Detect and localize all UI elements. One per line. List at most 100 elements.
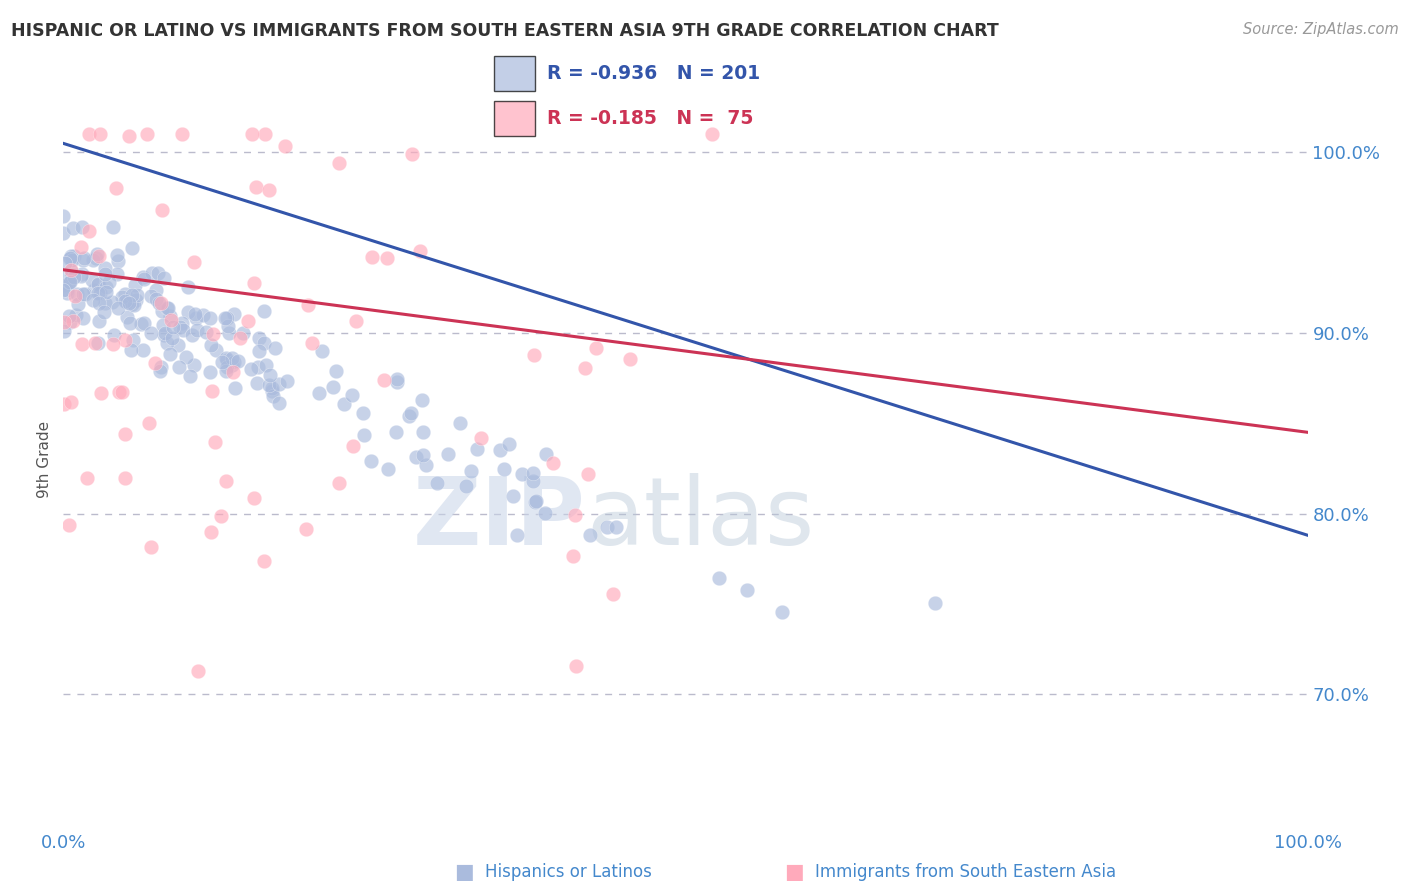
Point: [246, 360, 269, 375]
Point: [53, 256, 76, 270]
Point: [62, 270, 84, 285]
Point: [114, 287, 136, 301]
Point: [534, 506, 557, 520]
Point: [153, 327, 176, 342]
Point: [352, 406, 374, 420]
Point: [170, 128, 193, 142]
Point: [215, 351, 238, 366]
Text: Immigrants from South Eastern Asia: Immigrants from South Eastern Asia: [815, 863, 1116, 881]
Point: [232, 326, 254, 340]
Point: [415, 458, 437, 473]
Point: [209, 508, 232, 523]
Point: [52, 226, 75, 240]
Point: [69, 268, 91, 283]
Point: [141, 266, 163, 280]
Point: [522, 466, 544, 480]
Point: [82, 293, 104, 307]
Point: [58, 275, 80, 289]
Point: [72, 252, 94, 267]
Text: Source: ZipAtlas.com: Source: ZipAtlas.com: [1243, 22, 1399, 37]
Point: [70, 267, 93, 281]
Point: [253, 128, 276, 142]
Point: [596, 520, 619, 534]
Point: [454, 479, 477, 493]
Point: [121, 288, 143, 302]
Point: [121, 241, 143, 255]
Point: [146, 266, 169, 280]
Point: [86, 277, 108, 292]
Point: [127, 288, 149, 302]
Point: [89, 128, 111, 142]
Point: [167, 337, 190, 351]
Point: [141, 289, 163, 303]
Point: [131, 343, 153, 357]
Point: [737, 582, 759, 597]
Point: [177, 280, 200, 294]
Point: [229, 331, 252, 345]
Point: [60, 395, 83, 409]
Point: [160, 313, 183, 327]
Point: [83, 283, 105, 297]
Point: [159, 346, 181, 360]
Point: [172, 316, 194, 330]
Point: [257, 378, 280, 392]
Point: [107, 253, 129, 268]
Point: [156, 335, 179, 350]
Point: [412, 448, 434, 462]
Point: [87, 278, 110, 293]
Point: [361, 250, 384, 264]
Point: [328, 156, 350, 170]
Point: [58, 276, 80, 290]
Point: [375, 251, 398, 265]
Point: [578, 527, 600, 541]
Point: [247, 344, 270, 359]
Point: [401, 406, 423, 420]
Point: [135, 128, 157, 142]
Point: [385, 375, 408, 389]
Point: [195, 325, 218, 339]
Point: [311, 344, 333, 359]
Point: [524, 494, 547, 508]
Point: [150, 203, 173, 218]
Point: [70, 240, 93, 254]
Point: [53, 278, 76, 293]
Point: [215, 359, 238, 374]
Point: [115, 310, 138, 324]
Point: [89, 285, 111, 300]
Point: [707, 571, 730, 585]
Point: [132, 316, 155, 330]
Point: [59, 268, 82, 283]
Point: [149, 359, 172, 374]
Text: HISPANIC OR LATINO VS IMMIGRANTS FROM SOUTH EASTERN ASIA 9TH GRADE CORRELATION C: HISPANIC OR LATINO VS IMMIGRANTS FROM SO…: [11, 22, 1000, 40]
Point: [214, 475, 236, 489]
Point: [221, 358, 243, 372]
Point: [240, 128, 263, 142]
Point: [505, 528, 527, 542]
Point: [602, 587, 624, 601]
Point: [59, 315, 82, 329]
Point: [179, 369, 201, 384]
Point: [510, 467, 533, 481]
Point: [63, 289, 86, 303]
Point: [159, 310, 181, 324]
Point: [139, 540, 162, 554]
Point: [204, 434, 226, 449]
Point: [124, 278, 146, 293]
Point: [470, 432, 492, 446]
Point: [72, 311, 94, 326]
Point: [172, 323, 194, 337]
Point: [269, 377, 291, 392]
Point: [221, 351, 243, 365]
Text: ■: ■: [454, 863, 474, 882]
Point: [177, 305, 200, 319]
Point: [150, 296, 173, 310]
Point: [100, 294, 122, 309]
Point: [138, 416, 160, 430]
Point: [353, 427, 375, 442]
Point: [84, 251, 107, 265]
Point: [56, 283, 79, 297]
Point: [93, 304, 115, 318]
Point: [465, 442, 488, 456]
Point: [222, 355, 245, 369]
Point: [619, 351, 641, 366]
